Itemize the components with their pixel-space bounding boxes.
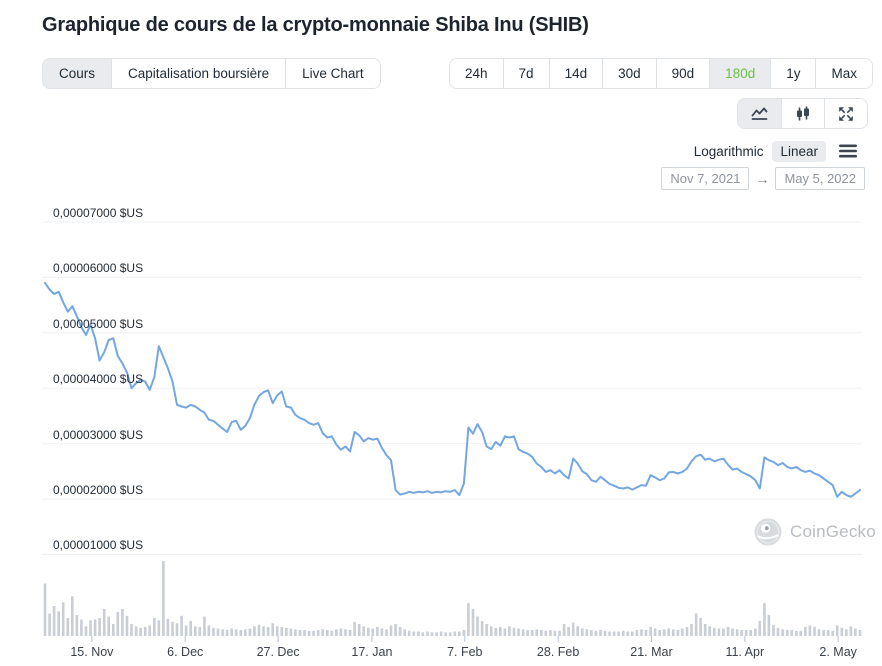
y-axis-label: 0,00007000 $US (53, 206, 144, 220)
candlestick-icon (797, 106, 809, 120)
date-from-input[interactable]: Nov 7, 2021 (661, 167, 750, 190)
line-chart-view-button[interactable] (738, 99, 781, 128)
coingecko-watermark-text: CoinGecko (790, 522, 876, 541)
line-chart-icon (751, 107, 768, 120)
y-axis-label: 0,00006000 $US (53, 261, 144, 276)
range-30d[interactable]: 30d (602, 59, 656, 88)
date-to-input[interactable]: May 5, 2022 (775, 167, 865, 190)
range-14d[interactable]: 14d (548, 59, 603, 88)
y-axis-label: 0,00004000 $US (53, 372, 144, 387)
fullscreen-button[interactable] (824, 99, 867, 128)
x-axis-label: 21. Mar (630, 645, 673, 659)
coingecko-logo-icon (754, 518, 782, 546)
scale-toggle: Logarithmic Linear (694, 140, 857, 162)
candlestick-view-button[interactable] (781, 99, 824, 128)
date-range: Nov 7, 2021 → May 5, 2022 (661, 167, 865, 190)
x-axis-label: 2. May (819, 645, 857, 659)
coingecko-watermark: CoinGecko (753, 517, 876, 547)
x-axis-label: 15. Nov (70, 645, 114, 659)
page-title: Graphique de cours de la crypto-monnaie … (42, 14, 589, 36)
tab-live-chart[interactable]: Live Chart (285, 59, 380, 88)
x-axis-label: 11. Apr (725, 645, 765, 659)
range-180d[interactable]: 180d (709, 59, 771, 88)
range-90d[interactable]: 90d (655, 59, 710, 88)
range-7d[interactable]: 7d (502, 59, 549, 88)
x-axis-label: 7. Feb (447, 645, 483, 659)
x-axis-label: 27. Dec (256, 645, 300, 659)
tab-capitalisation-boursiere[interactable]: Capitalisation boursière (111, 59, 286, 88)
y-axis-label: 0,00002000 $US (53, 483, 144, 497)
y-axis-label: 0,00003000 $US (53, 427, 144, 442)
chart-view-toggle (737, 98, 868, 129)
x-axis-label: 17. Jan (351, 645, 393, 659)
arrow-right-icon: → (755, 170, 770, 187)
y-axis-label: 0,00001000 $US (53, 538, 144, 553)
scale-linear-option[interactable]: Linear (772, 140, 826, 162)
range-24h[interactable]: 24h (450, 59, 503, 88)
chart-type-tabs: Cours Capitalisation boursière Live Char… (42, 58, 381, 89)
chart-canvas[interactable] (0, 200, 882, 666)
scale-logarithmic-option[interactable]: Logarithmic (693, 143, 764, 159)
menu-icon[interactable] (839, 144, 857, 158)
range-tabs: 24h 7d 14d 30d 90d 180d 1y Max (449, 58, 873, 89)
range-max[interactable]: Max (815, 59, 872, 88)
fullscreen-icon (839, 106, 853, 121)
range-1y[interactable]: 1y (770, 59, 816, 88)
price-chart[interactable]: 0,00007000 $US 0,00006000 $US 0,00005000… (0, 200, 882, 666)
x-axis-label: 28. Feb (536, 645, 580, 659)
x-axis-label: 6. Dec (167, 645, 204, 659)
y-axis-label: 0,00005000 $US (53, 316, 144, 331)
tab-cours[interactable]: Cours (43, 59, 112, 88)
